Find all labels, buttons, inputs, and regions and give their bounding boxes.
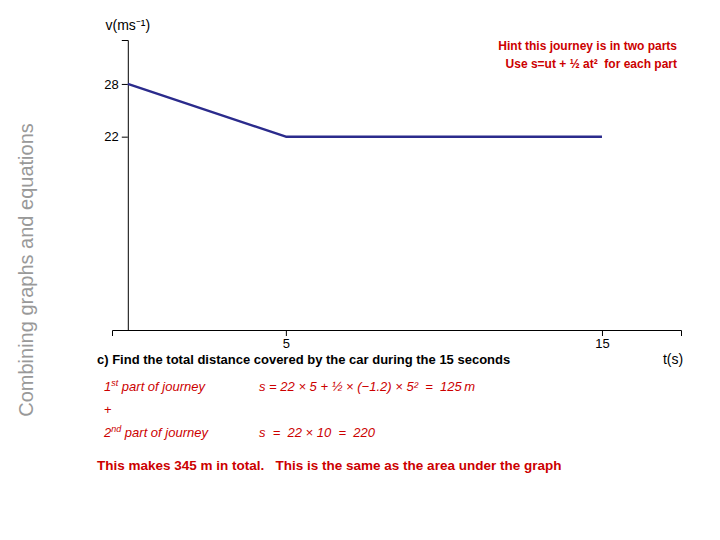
y-tick-mark <box>122 137 128 138</box>
y-axis-label: v(ms⁻¹) <box>105 17 150 33</box>
hint: Hint this journey is in two parts <box>498 39 677 53</box>
step-label-part: part of journey <box>118 379 206 394</box>
step-label: + <box>104 402 112 417</box>
step-label-part: part of journey <box>121 425 209 440</box>
x-axis: 5 15 <box>113 330 682 351</box>
x-tick-label: 15 <box>595 336 609 351</box>
y-tick-mark <box>122 84 128 85</box>
step-label: 2nd part of journey <box>103 424 209 440</box>
question: c) Find the total distance covered by th… <box>97 352 510 367</box>
step-equation: s = 22 × 10 = 220 <box>259 425 376 440</box>
y-tick: 22 <box>104 129 127 144</box>
y-tick: 28 <box>104 77 127 92</box>
x-tick-label: 5 <box>283 336 290 351</box>
y-axis-line <box>122 41 129 331</box>
y-tick-label: 28 <box>104 77 118 92</box>
title: Combining graphs and equations <box>15 123 37 417</box>
x-tick-mark <box>602 330 603 336</box>
x-tick: 5 <box>283 330 290 351</box>
plot-area <box>128 84 602 137</box>
step-equation: s = 22 × 5 + ½ × (−1.2) × 5² = 125 m <box>259 379 475 394</box>
step-label-part: + <box>104 402 112 417</box>
x-tick-mark <box>286 330 287 336</box>
x-axis-line <box>113 331 682 337</box>
velocity-line <box>128 84 602 137</box>
conclusion: This makes 345 m in total. This is the s… <box>97 458 561 473</box>
x-axis-label: t(s) <box>663 351 683 367</box>
hint: Use s=ut + ½ at² for each part <box>506 57 677 71</box>
step-label: 1st part of journey <box>104 378 206 394</box>
step-label-part: 1 <box>104 379 111 394</box>
chart: Combining graphs and equations 5 15 22 28 v(m… <box>0 0 720 540</box>
x-tick: 15 <box>595 330 609 351</box>
y-axis: 22 28 <box>104 41 128 331</box>
y-tick-label: 22 <box>104 129 118 144</box>
